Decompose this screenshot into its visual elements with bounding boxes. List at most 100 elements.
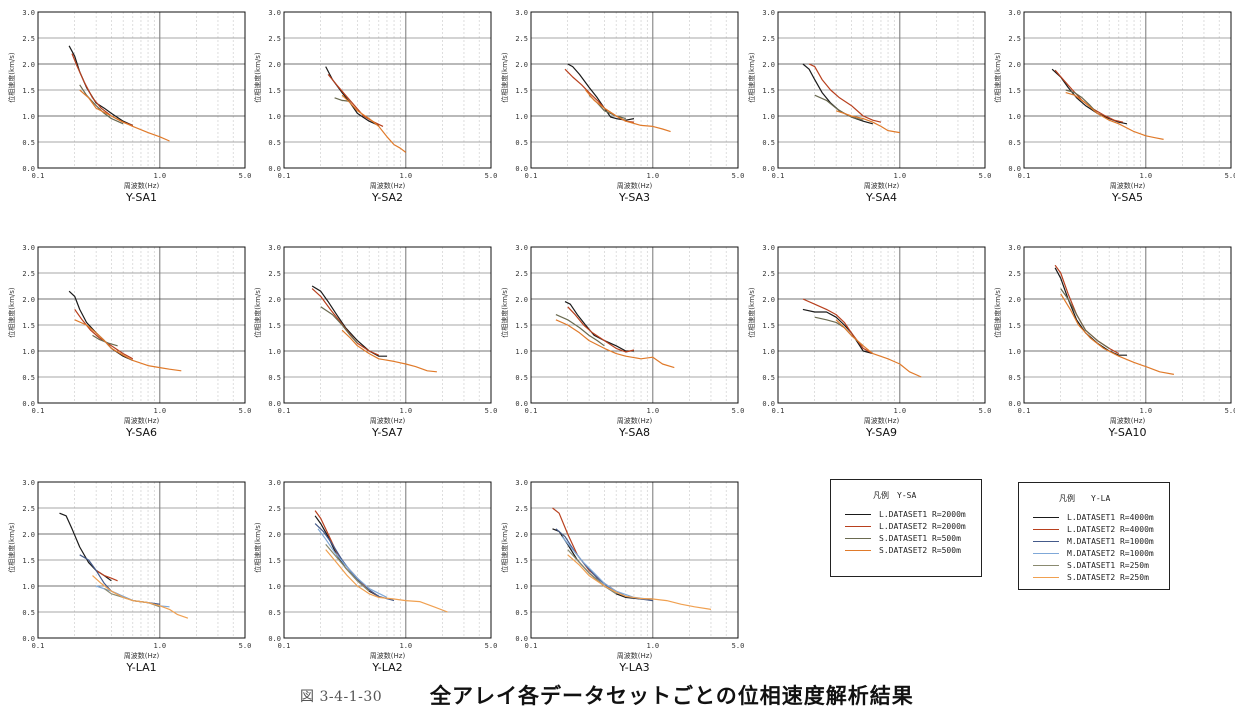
series-line — [567, 554, 712, 610]
x-axis-label: 周波数(Hz) — [864, 416, 900, 425]
y-tick-label: 2.5 — [268, 270, 281, 278]
x-axis-label: 周波数(Hz) — [1110, 416, 1146, 425]
x-tick-label: 0.1 — [525, 407, 538, 415]
series-line — [564, 301, 634, 352]
y-tick-label: 3.0 — [22, 9, 35, 17]
chart-title: Y-SA7 — [371, 426, 403, 439]
x-tick-label: 1.0 — [647, 407, 660, 415]
x-tick-label: 1.0 — [400, 407, 413, 415]
y-tick-label: 2.0 — [22, 531, 35, 539]
chart-title: Y-SA2 — [371, 191, 403, 204]
series-line — [567, 63, 635, 121]
series-line — [341, 94, 407, 153]
x-axis-label: 周波数(Hz) — [1110, 181, 1146, 190]
chart-title: Y-SA4 — [865, 191, 897, 204]
chart-y-sa2: 0.0 0.5 1.0 1.5 2.0 2.5 3.0 0.1 1.0 5.0 周波数(Hz) 位相速… — [253, 9, 497, 204]
series-line — [835, 319, 922, 378]
chart-title: Y-SA10 — [1107, 426, 1146, 439]
series-line — [802, 308, 873, 355]
y-tick-label: 2.0 — [268, 296, 281, 304]
y-tick-label: 2.5 — [22, 505, 35, 513]
y-tick-label: 3.0 — [515, 244, 528, 252]
series-line — [341, 329, 437, 373]
x-axis-label: 周波数(Hz) — [370, 651, 406, 660]
legend-swatch — [845, 550, 871, 551]
x-tick-label: 0.1 — [32, 642, 45, 650]
x-tick-label: 1.0 — [154, 642, 167, 650]
y-tick-label: 1.0 — [515, 113, 528, 121]
legend-label: L.DATASET1 R=2000m — [879, 510, 966, 519]
series-line — [68, 290, 134, 361]
chart-y-sa3: 0.0 0.5 1.0 1.5 2.0 2.5 3.0 0.1 1.0 5.0 周波数(Hz) 位相速… — [500, 9, 744, 204]
y-tick-label: 3.0 — [762, 9, 775, 17]
y-tick-label: 2.0 — [268, 531, 281, 539]
y-tick-label: 0.0 — [22, 400, 35, 408]
x-tick-label: 1.0 — [894, 407, 907, 415]
legend-swatch — [1033, 529, 1059, 530]
legend-swatch — [1033, 553, 1059, 554]
x-axis-label: 周波数(Hz) — [617, 651, 653, 660]
x-tick-label: 0.1 — [278, 642, 291, 650]
x-tick-label: 1.0 — [400, 642, 413, 650]
y-tick-label: 0.0 — [22, 635, 35, 643]
x-tick-label: 5.0 — [239, 172, 252, 180]
plot-frame — [283, 246, 492, 404]
y-axis-label: 位相速度(km/s) — [253, 287, 262, 338]
y-axis-label: 位相速度(km/s) — [500, 52, 509, 103]
chart-y-sa4: 0.0 0.5 1.0 1.5 2.0 2.5 3.0 0.1 1.0 5.0 周波数(Hz) 位相速… — [747, 9, 991, 204]
y-tick-label: 2.5 — [1008, 35, 1021, 43]
series-line — [325, 66, 380, 126]
series-line — [320, 306, 358, 344]
x-tick-label: 5.0 — [732, 642, 745, 650]
series-line — [325, 544, 370, 592]
x-tick-label: 5.0 — [485, 172, 498, 180]
x-tick-label: 0.1 — [32, 407, 45, 415]
series-line — [1060, 288, 1110, 349]
plot-frame — [530, 11, 739, 169]
y-tick-label: 2.5 — [268, 35, 281, 43]
y-tick-label: 1.0 — [762, 348, 775, 356]
y-tick-label: 3.0 — [1008, 244, 1021, 252]
y-tick-label: 0.5 — [762, 139, 775, 147]
y-axis-label: 位相速度(km/s) — [747, 287, 756, 338]
y-tick-label: 2.0 — [268, 61, 281, 69]
y-tick-label: 2.5 — [515, 270, 528, 278]
y-tick-label: 1.5 — [1008, 322, 1021, 330]
y-tick-label: 2.0 — [22, 296, 35, 304]
x-axis-label: 周波数(Hz) — [864, 181, 900, 190]
y-tick-label: 1.5 — [22, 87, 35, 95]
y-tick-label: 1.5 — [762, 87, 775, 95]
y-axis-label: 位相速度(km/s) — [7, 287, 16, 338]
series-line — [59, 512, 112, 582]
plot-frame — [530, 246, 739, 404]
plot-frame — [530, 481, 739, 639]
x-tick-label: 5.0 — [732, 407, 745, 415]
x-axis-label: 周波数(Hz) — [124, 416, 160, 425]
x-axis-label: 周波数(Hz) — [370, 416, 406, 425]
chart-y-la1: 0.0 0.5 1.0 1.5 2.0 2.5 3.0 0.1 1.0 5.0 周波数(Hz) 位相速… — [7, 479, 251, 674]
chart-title: Y-SA6 — [125, 426, 157, 439]
y-tick-label: 1.5 — [268, 322, 281, 330]
plot-frame — [37, 11, 246, 169]
chart-title: Y-SA9 — [865, 426, 897, 439]
plot-frame — [1023, 246, 1232, 404]
x-tick-label: 5.0 — [485, 407, 498, 415]
y-tick-label: 0.0 — [268, 635, 281, 643]
y-tick-label: 0.0 — [1008, 400, 1021, 408]
legend-swatch — [1033, 517, 1059, 518]
y-axis-label: 位相速度(km/s) — [253, 522, 262, 573]
y-tick-label: 1.5 — [515, 322, 528, 330]
legend-label: L.DATASET1 R=4000m — [1067, 513, 1154, 522]
y-tick-label: 0.0 — [515, 165, 528, 173]
legend-swatch — [845, 538, 871, 539]
chart-y-sa8: 0.0 0.5 1.0 1.5 2.0 2.5 3.0 0.1 1.0 5.0 周波数(Hz) 位相速… — [500, 244, 744, 439]
legend-item: L.DATASET1 R=4000m — [1033, 513, 1154, 523]
series-line — [92, 575, 189, 619]
plot-frame — [777, 246, 986, 404]
x-tick-label: 1.0 — [1140, 407, 1153, 415]
chart-y-la3: 0.0 0.5 1.0 1.5 2.0 2.5 3.0 0.1 1.0 5.0 周波数(Hz) 位相速… — [500, 479, 744, 674]
series-line — [588, 94, 626, 120]
y-tick-label: 2.0 — [515, 61, 528, 69]
series-line — [552, 507, 617, 592]
series-line — [327, 74, 384, 127]
